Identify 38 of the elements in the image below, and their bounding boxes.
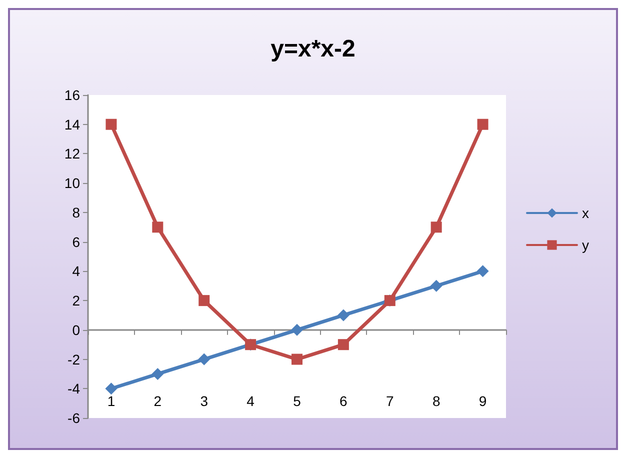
y-tick-label: -2	[68, 351, 80, 368]
x-tick-label: 8	[432, 393, 440, 409]
y-tick-label: 16	[64, 87, 80, 103]
y-tick-label: 6	[72, 234, 80, 250]
y-tick-label: -6	[68, 410, 80, 426]
x-tick-label: 5	[293, 393, 302, 409]
y-tick-label: 8	[72, 204, 80, 220]
y-tick-label: 4	[72, 263, 80, 280]
point	[477, 118, 488, 130]
y-tick-label: 2	[72, 292, 80, 309]
y-tick-label: 14	[64, 116, 80, 132]
x-tick-label: 9	[478, 393, 487, 409]
point	[291, 324, 303, 336]
point	[152, 222, 164, 233]
y-tick-label: 10	[64, 175, 80, 192]
point	[198, 353, 210, 366]
point	[152, 368, 164, 380]
point	[106, 118, 117, 130]
point	[198, 295, 210, 306]
y-tick-label: 12	[64, 146, 80, 162]
y-tick-label: 0	[72, 322, 80, 338]
point	[476, 265, 489, 278]
legend-label: x	[582, 205, 589, 221]
x-tick-label: 1	[107, 393, 116, 409]
x-tick-label: 2	[154, 393, 162, 409]
point	[338, 339, 349, 350]
x-tick-label: 7	[386, 393, 394, 409]
point	[292, 354, 302, 365]
point	[430, 280, 442, 292]
x-tick-label: 6	[340, 393, 348, 409]
chart-title: y=x*x-2	[270, 36, 356, 62]
x-tick-label: 3	[200, 393, 208, 409]
y-tick-label: -4	[68, 380, 80, 397]
point	[337, 309, 350, 322]
point	[430, 222, 442, 233]
legend-label: y	[582, 237, 589, 253]
x-tick-label: 4	[246, 393, 255, 409]
point	[105, 382, 118, 395]
